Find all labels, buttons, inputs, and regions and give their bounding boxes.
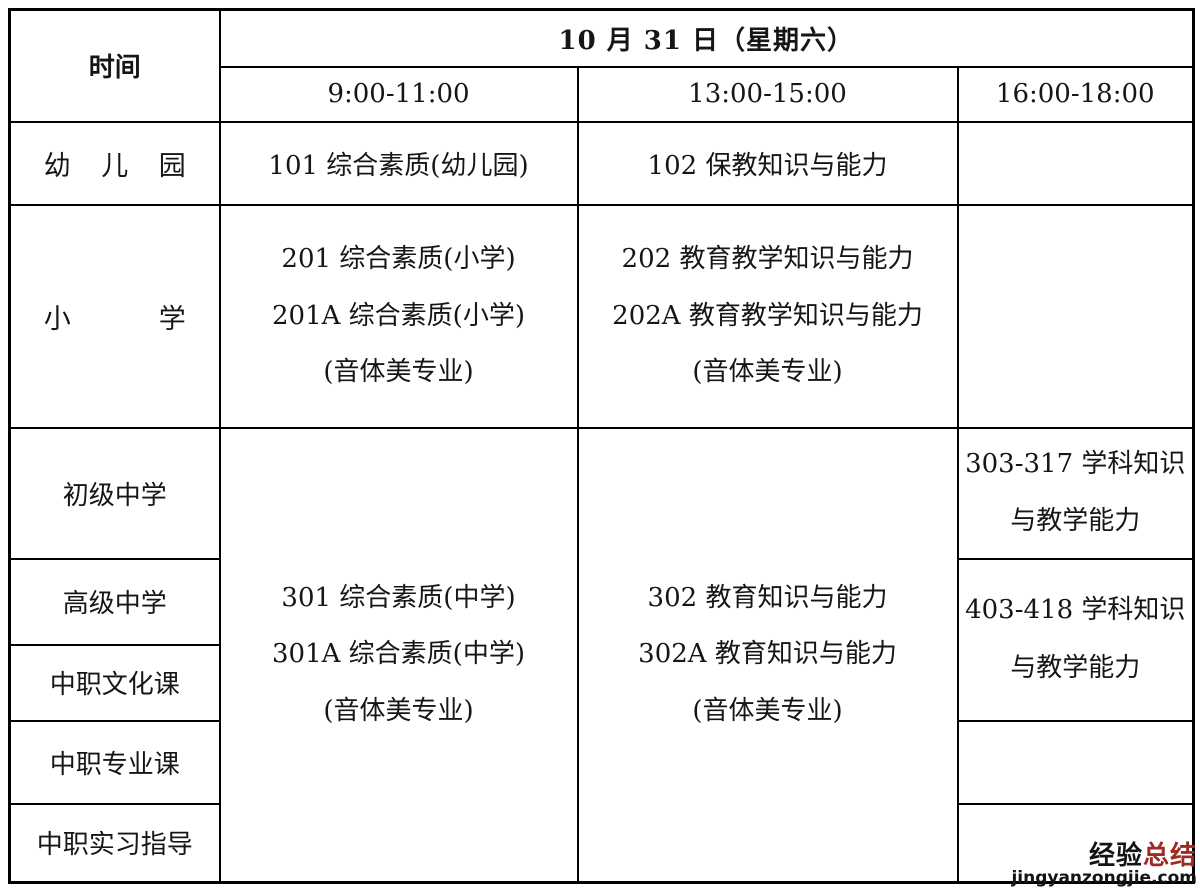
watermark-domain: jingyanzongjie.com [1011,868,1197,889]
watermark: 经验总结 jingyanzongjie.com [1011,840,1197,889]
cell-secondary-afternoon: 302 教育知识与能力 302A 教育知识与能力 (音体美专业) [576,426,959,884]
cell-junior-evening: 303-317 学科知识与教学能力 [956,426,1195,560]
exam-code-201a: 201A 综合素质(小学) [272,300,525,331]
exam-code-301a: 301A 综合素质(中学) [272,639,525,670]
cell-kindergarten-morning: 101 综合素质(幼儿园) [218,120,579,206]
cell-primary-morning: 201 综合素质(小学) 201A 综合素质(小学) (音体美专业) [218,203,579,429]
exam-202-note: (音体美专业) [692,357,843,388]
header-session-afternoon: 13:00-15:00 [576,65,959,123]
exam-schedule-table: 时间 10 月 31 日（星期六） 9:00-11:00 13:00-15:00… [8,8,1195,884]
row-primary: 小 学 201 综合素质(小学) 201A 综合素质(小学) (音体美专业) 2… [8,203,1195,429]
header-session-morning: 9:00-11:00 [218,65,579,123]
cell-kindergarten-evening [956,120,1195,206]
cell-primary-afternoon: 202 教育教学知识与能力 202A 教育教学知识与能力 (音体美专业) [576,203,959,429]
category-voc-culture: 中职文化课 [8,643,221,722]
category-junior-middle: 初级中学 [8,426,221,560]
exam-code-302a: 302A 教育知识与能力 [638,639,897,670]
header-time-cell: 时间 [8,8,221,123]
row-junior-middle: 初级中学 301 综合素质(中学) 301A 综合素质(中学) (音体美专业) … [8,426,1195,884]
category-primary-label: 小 学 [43,303,186,335]
watermark-brand: 经验总结 [1011,840,1197,871]
cell-primary-evening [956,203,1195,429]
row-voc-major: 中职专业课 [8,719,1195,805]
header-session-evening: 16:00-18:00 [956,65,1195,123]
header-date-cell: 10 月 31 日（星期六） [218,8,1195,68]
row-senior-middle: 高级中学 403-418 学科知识与教学能力 [8,557,1195,722]
exam-code-302: 302 教育知识与能力 [647,582,888,613]
exam-code-202: 202 教育教学知识与能力 [621,243,914,274]
row-kindergarten: 幼 儿 园 101 综合素质(幼儿园) 102 保教知识与能力 [8,120,1195,206]
category-voc-major: 中职专业课 [8,719,221,805]
watermark-brand-black: 经验 [1088,840,1143,871]
cell-senior-evening: 403-418 学科知识与教学能力 [956,557,1195,722]
row-voc-culture: 中职文化课 [8,643,1194,722]
category-primary: 小 学 [8,203,221,429]
cell-voc-major-evening [956,719,1195,805]
exam-code-202a: 202A 教育教学知识与能力 [612,300,923,331]
cell-secondary-morning: 301 综合素质(中学) 301A 综合素质(中学) (音体美专业) [218,426,579,884]
category-voc-internship: 中职实习指导 [8,802,221,884]
category-senior-middle: 高级中学 [8,557,221,646]
header-date-label: 10 月 31 日（星期六） [558,25,855,56]
category-kindergarten: 幼 儿 园 [8,120,221,206]
cell-voc-internship-evening [956,802,1195,884]
cell-kindergarten-afternoon: 102 保教知识与能力 [576,120,959,206]
exam-301-note: (音体美专业) [323,696,474,727]
exam-code-201: 201 综合素质(小学) [281,243,516,274]
exam-code-301: 301 综合素质(中学) [281,582,516,613]
category-kindergarten-label: 幼 儿 园 [43,150,186,182]
watermark-brand-red: 总结 [1142,840,1197,871]
row-voc-internship: 中职实习指导 [8,802,1195,884]
exam-302-note: (音体美专业) [692,696,843,727]
exam-201-note: (音体美专业) [323,357,474,388]
header-time-label: 时间 [88,53,141,84]
